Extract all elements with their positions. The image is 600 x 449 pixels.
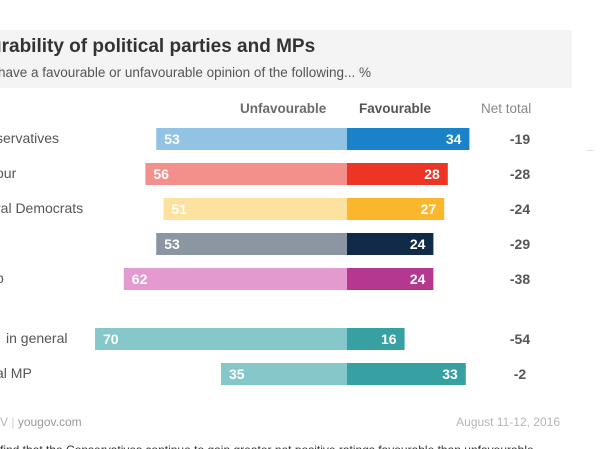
unfavourable-bar-5: [95, 328, 347, 350]
net-total-value-4: -38: [510, 271, 530, 287]
favourable-bar-6: [347, 363, 466, 385]
chart-subtitle: have a favourable or unfavourable opinio…: [0, 65, 371, 80]
net-total-value-2: -24: [510, 201, 530, 217]
category-label-6: al MP: [0, 365, 32, 381]
favourable-value-label-3: 24: [410, 236, 426, 252]
net-total-value-5: -54: [510, 331, 530, 347]
category-label-2: ral Democrats: [0, 200, 83, 216]
favourable-bar-4: [347, 268, 434, 290]
favourable-value-label-5: 16: [381, 331, 397, 347]
net-total-column-header: Net total: [481, 101, 532, 116]
unfavourable-value-label-5: 70: [103, 331, 119, 347]
footer-brand: V | yougov.com: [0, 415, 82, 429]
header-panel: urability of political parties and MPs h…: [0, 30, 572, 88]
net-total-value-0: -19: [510, 131, 530, 147]
unfavourable-bar-6: [221, 363, 347, 385]
article-text-fragment: find that the Conservatives continue to …: [0, 440, 600, 449]
favourable-value-label-6: 33: [442, 366, 458, 382]
yougov-logo-mark: V: [0, 415, 9, 429]
footer-site[interactable]: yougov.com: [17, 415, 82, 429]
favourable-bar-0: [347, 128, 470, 150]
category-label-5: in general: [6, 330, 68, 346]
unfavourable-value-label-1: 56: [153, 166, 169, 182]
unfavourable-value-label-3: 53: [164, 236, 180, 252]
footer-date: August 11-12, 2016: [456, 415, 560, 429]
unfavourable-bar-3: [156, 233, 347, 255]
unfavourable-bar-0: [156, 128, 347, 150]
net-total-value-6: -2: [514, 366, 527, 382]
unfavourable-value-label-6: 35: [229, 366, 245, 382]
favourable-bar-1: [347, 163, 448, 185]
edge-mark: [586, 150, 594, 151]
favourable-column-header: Favourable: [359, 101, 432, 116]
favourable-bar-2: [347, 198, 445, 220]
net-total-value-3: -29: [510, 236, 530, 252]
unfavourable-bar-2: [163, 198, 347, 220]
favourable-value-label-4: 24: [410, 271, 426, 287]
favourable-value-label-1: 28: [424, 166, 440, 182]
unfavourable-column-header: Unfavourable: [240, 101, 327, 116]
favourable-bar-5: [347, 328, 405, 350]
category-label-1: our: [0, 165, 17, 181]
favourable-value-label-2: 27: [421, 201, 437, 217]
unfavourable-bar-1: [145, 163, 347, 185]
unfavourable-value-label-2: 51: [171, 201, 187, 217]
favourable-value-label-0: 34: [446, 131, 462, 147]
unfavourable-value-label-0: 53: [164, 131, 180, 147]
favourable-bar-3: [347, 233, 434, 255]
category-label-4: p: [0, 270, 4, 286]
chart-title: urability of political parties and MPs: [0, 36, 316, 57]
category-label-0: servatives: [0, 130, 59, 146]
unfavourable-value-label-4: 62: [132, 271, 148, 287]
net-total-value-1: -28: [510, 166, 530, 182]
unfavourable-bar-4: [123, 268, 347, 290]
